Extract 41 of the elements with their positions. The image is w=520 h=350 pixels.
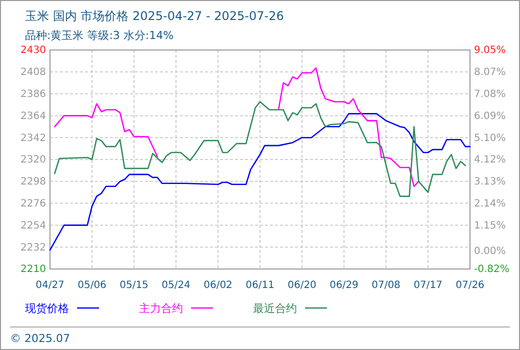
line-series <box>49 113 471 251</box>
y-tick-label: 2210 <box>20 264 46 276</box>
y2-tick-label: -0.82% <box>474 264 510 276</box>
y-tick-label: 2298 <box>20 176 46 188</box>
y-tick-label: 2320 <box>20 154 46 166</box>
y2-tick-label: 7.08% <box>474 89 506 100</box>
x-tick-label: 06/20 <box>288 280 316 292</box>
y2-tick-label: 2.14% <box>474 198 506 210</box>
y2-tick-label: 9.05% <box>474 45 506 56</box>
x-tick-label: 05/15 <box>120 280 148 292</box>
y2-tick-label: 3.13% <box>474 176 506 188</box>
y-tick-label: 2364 <box>20 110 46 122</box>
x-tick-label: 06/02 <box>204 280 232 292</box>
x-tick-label: 05/24 <box>162 280 190 292</box>
x-tick-label: 05/06 <box>78 280 106 292</box>
x-tick-label: 07/08 <box>372 280 400 292</box>
y-tick-label: 2232 <box>20 242 46 254</box>
text: © 2025.07 <box>10 332 70 345</box>
y-tick-label: 2276 <box>20 198 46 210</box>
legend-label: 现货价格 <box>25 302 69 315</box>
y2-tick-label: 5.10% <box>474 132 506 144</box>
y-tick-label: 2408 <box>20 67 46 78</box>
y-tick-label: 2254 <box>20 220 46 232</box>
y2-tick-label: 4.12% <box>474 154 506 166</box>
legend-label: 最近合约 <box>253 302 297 315</box>
y2-tick-label: 1.15% <box>474 220 506 232</box>
x-tick-label: 04/27 <box>36 280 64 292</box>
chart-subtitle: 品种:黄玉米 等级:3 水分:14% <box>25 29 174 42</box>
x-tick-label: 06/29 <box>330 280 358 292</box>
y-tick-label: 2342 <box>20 132 46 144</box>
y2-tick-label: 0.00% <box>474 246 506 258</box>
x-tick-label: 07/17 <box>414 280 442 292</box>
line-series <box>54 101 466 197</box>
y-tick-label: 2386 <box>20 89 46 100</box>
legend-label: 主力合约 <box>139 302 183 315</box>
x-tick-label: 07/26 <box>456 280 484 292</box>
chart-title: 玉米 国内 市场价格 2025-04-27 - 2025-07-26 <box>25 9 284 23</box>
x-tick-label: 06/11 <box>246 280 274 292</box>
y2-tick-label: 6.09% <box>474 110 506 122</box>
y2-tick-label: 8.07% <box>474 66 506 78</box>
y-tick-label: 2430 <box>20 45 46 56</box>
